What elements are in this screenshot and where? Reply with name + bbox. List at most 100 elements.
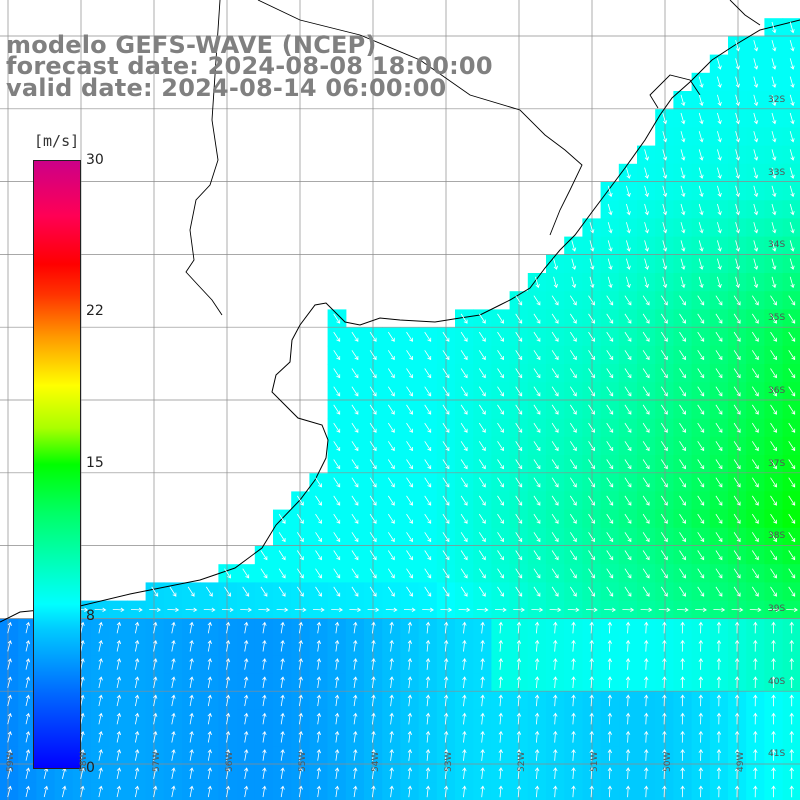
wind-arrow — [569, 568, 577, 579]
wind-arrow — [478, 441, 486, 452]
wind-arrow — [334, 785, 340, 798]
wind-arrow — [387, 495, 395, 506]
wind-arrow — [333, 459, 341, 470]
wind-arrow — [644, 222, 649, 234]
wind-arrow — [262, 694, 267, 707]
wind-arrow — [497, 568, 504, 579]
wind-arrow — [751, 441, 759, 452]
wind-arrow — [588, 513, 595, 524]
wind-arrow — [680, 712, 685, 725]
wind-arrow — [569, 295, 577, 306]
wind-arrow — [116, 767, 122, 779]
wind-arrow — [462, 767, 467, 780]
wind-arrow — [534, 749, 540, 761]
wind-arrow — [260, 586, 268, 597]
wind-arrow — [440, 607, 453, 613]
wind-arrow — [734, 639, 740, 652]
wind-arrow — [478, 331, 486, 342]
wind-arrow — [534, 639, 540, 652]
wind-arrow — [733, 441, 741, 452]
wind-arrow — [422, 607, 434, 613]
wind-arrow — [533, 295, 541, 306]
wind-arrow — [716, 658, 722, 670]
colorbar-tick-15: 15 — [86, 455, 104, 471]
wind-arrow — [189, 621, 194, 634]
wind-arrow — [735, 76, 740, 88]
wind-arrow — [644, 276, 649, 289]
wind-arrow — [626, 222, 631, 234]
wind-arrow — [369, 350, 377, 361]
wind-arrow — [625, 712, 631, 725]
wind-arrow — [606, 459, 614, 470]
wind-arrow — [351, 459, 359, 470]
wind-arrow — [478, 532, 486, 543]
wind-arrow — [735, 185, 740, 198]
wind-arrow — [770, 495, 777, 506]
field-cell — [782, 291, 800, 310]
wind-arrow — [171, 621, 176, 634]
wind-arrow — [624, 313, 632, 324]
wind-arrow — [771, 131, 777, 143]
wind-arrow — [497, 550, 504, 561]
wind-arrow — [460, 404, 468, 415]
wind-arrow — [660, 368, 668, 379]
wind-arrow — [280, 767, 285, 779]
wind-arrow — [262, 621, 267, 634]
wind-arrow — [734, 712, 740, 725]
wind-arrow — [334, 712, 340, 725]
wind-arrow — [244, 639, 249, 652]
wind-arrow — [771, 240, 777, 252]
wind-arrow — [351, 532, 359, 543]
wind-arrow — [789, 730, 794, 743]
wind-arrow — [753, 785, 758, 798]
wind-arrow — [698, 658, 704, 670]
wind-arrow — [480, 621, 485, 634]
wind-arrow — [25, 712, 31, 725]
wind-arrow — [771, 621, 776, 634]
wind-arrow — [589, 767, 594, 780]
wind-arrow — [771, 258, 777, 270]
wind-arrow — [334, 639, 340, 652]
wind-arrow — [697, 532, 705, 543]
wind-arrow — [406, 532, 413, 543]
wind-arrow — [606, 386, 614, 397]
wind-arrow — [569, 404, 577, 415]
wind-arrow — [788, 568, 796, 579]
wind-arrow — [626, 167, 631, 179]
wind-arrow — [460, 495, 468, 506]
wind-arrow — [789, 40, 795, 52]
border-line — [729, 0, 761, 26]
wind-arrow — [462, 785, 467, 798]
wind-arrow — [534, 767, 540, 780]
wind-arrow — [516, 785, 522, 798]
wind-arrow — [644, 676, 649, 689]
wind-arrow — [551, 495, 559, 506]
wind-arrow — [695, 607, 707, 613]
wind-arrow — [403, 607, 416, 613]
wind-arrow — [498, 639, 503, 652]
wind-arrow — [660, 422, 668, 433]
wind-arrow — [680, 694, 685, 707]
wind-arrow — [662, 131, 668, 143]
wind-arrow — [460, 586, 468, 597]
wind-arrow — [771, 222, 777, 234]
wind-arrow — [7, 785, 12, 798]
wind-arrow — [353, 730, 358, 743]
colorbar-gradient — [33, 160, 81, 769]
wind-arrow — [43, 785, 49, 798]
wind-arrow — [533, 422, 541, 433]
wind-arrow — [753, 621, 758, 634]
wind-arrow — [296, 586, 304, 597]
wind-arrow — [353, 658, 358, 670]
lat-label: 38S — [768, 531, 786, 541]
wind-arrow — [735, 149, 740, 161]
wind-arrow — [551, 586, 559, 597]
wind-arrow — [753, 94, 759, 107]
wind-arrow — [697, 331, 705, 342]
wind-arrow — [25, 767, 31, 779]
wind-arrow — [498, 785, 503, 798]
wind-arrow — [389, 785, 394, 798]
wind-arrow — [478, 550, 486, 561]
wind-arrow — [697, 550, 705, 561]
wind-arrow — [298, 676, 303, 688]
